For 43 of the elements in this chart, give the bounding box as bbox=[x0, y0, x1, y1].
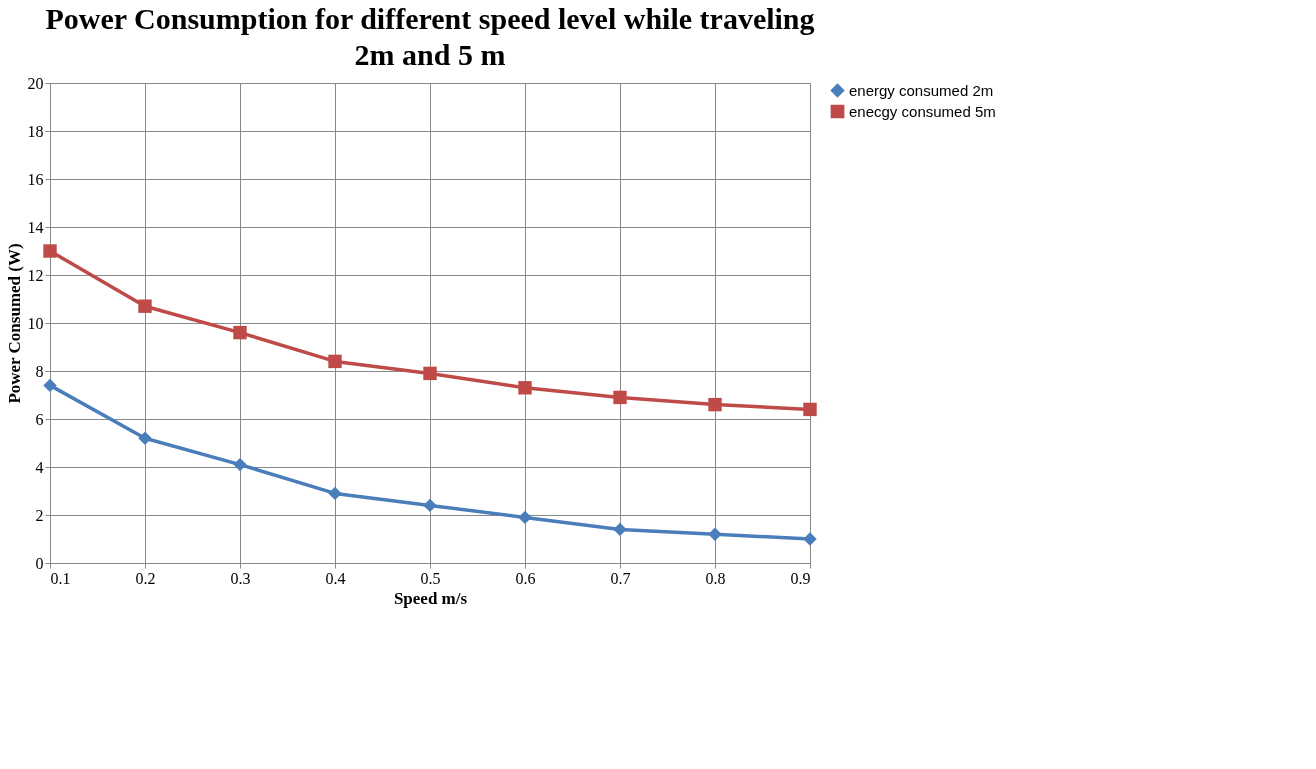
point bbox=[233, 457, 247, 472]
point bbox=[423, 498, 437, 513]
x-tick-label: 0.6 bbox=[515, 569, 536, 587]
point bbox=[328, 354, 342, 369]
y-tick-label: 18 bbox=[27, 122, 44, 140]
point bbox=[518, 381, 532, 395]
legend-label: energy consumed 2m bbox=[849, 81, 994, 99]
y-axis-title: Power Consumed (W) bbox=[4, 243, 24, 404]
x-tick-label: 0.9 bbox=[790, 569, 811, 587]
y-tick-label: 10 bbox=[27, 314, 44, 332]
point bbox=[233, 325, 247, 340]
x-axis-title: Speed m/s bbox=[393, 588, 468, 608]
point bbox=[803, 532, 817, 546]
point bbox=[43, 378, 57, 393]
x-tick-label: 0.1 bbox=[50, 569, 71, 587]
point bbox=[423, 366, 437, 381]
point bbox=[803, 402, 817, 417]
legend-label: enecgy consumed 5m bbox=[849, 102, 996, 120]
point bbox=[613, 390, 627, 405]
point bbox=[328, 486, 342, 501]
point bbox=[518, 510, 532, 525]
x-tick-label: 0.5 bbox=[420, 569, 441, 587]
point bbox=[43, 244, 57, 258]
y-tick-label: 8 bbox=[35, 362, 44, 380]
y-tick-label: 0 bbox=[35, 554, 44, 572]
point bbox=[613, 522, 627, 537]
x-tick-label: 0.7 bbox=[610, 569, 631, 587]
point bbox=[708, 527, 722, 541]
y-tick-label: 6 bbox=[35, 410, 44, 428]
y-tick-label: 16 bbox=[27, 170, 44, 188]
x-tick-label: 0.4 bbox=[325, 569, 346, 587]
y-tick-label: 4 bbox=[35, 458, 44, 476]
x-tick-label: 0.2 bbox=[135, 569, 156, 587]
y-tick-label: 12 bbox=[27, 266, 44, 284]
chart-title: Power Consumption for different speed level while traveling 2m and 5 m bbox=[45, 2, 815, 71]
point bbox=[138, 299, 152, 313]
x-tick-label: 0.8 bbox=[705, 569, 726, 587]
y-tick-label: 20 bbox=[27, 74, 44, 92]
x-tick-label: 0.3 bbox=[230, 569, 251, 587]
y-tick-label: 2 bbox=[35, 506, 44, 524]
point bbox=[708, 397, 722, 412]
point bbox=[138, 431, 152, 445]
y-tick-label: 14 bbox=[27, 218, 44, 236]
